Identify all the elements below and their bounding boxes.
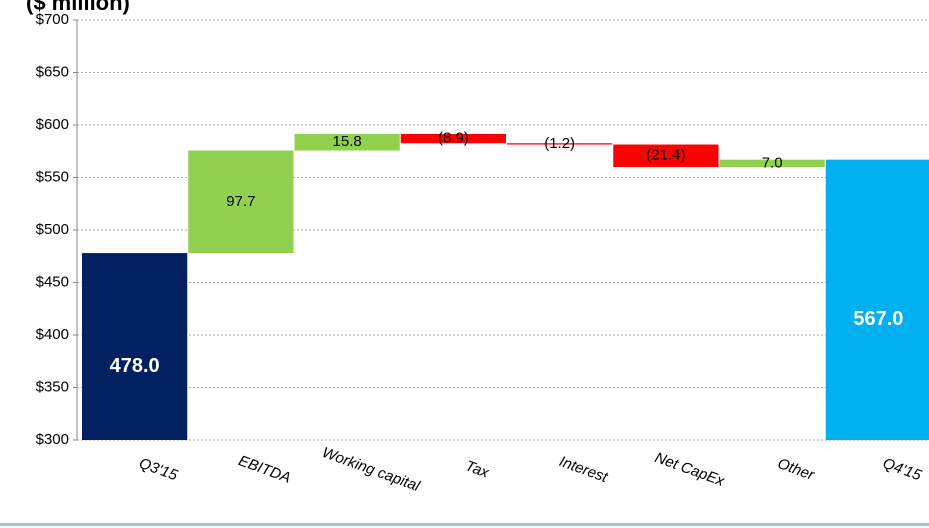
- x-tick-label: Tax: [463, 457, 491, 481]
- bar: [507, 143, 613, 145]
- y-tick-label: $300: [36, 431, 69, 448]
- y-tick-label: $650: [36, 63, 69, 80]
- y-tick-label: $550: [36, 168, 69, 185]
- y-tick-label: $400: [36, 326, 69, 343]
- x-tick-label: Net CapEx: [653, 449, 727, 490]
- value-label: (21.4): [646, 147, 685, 164]
- value-label: 15.8: [333, 133, 362, 150]
- y-tick-label: $600: [36, 116, 69, 133]
- x-tick-label: EBITDA: [236, 452, 293, 487]
- value-label: 567.0: [853, 308, 903, 330]
- bar: [82, 253, 188, 440]
- value-label: (1.2): [544, 135, 575, 152]
- value-label: (8.9): [438, 130, 469, 147]
- bottom-rule: [0, 523, 929, 526]
- x-tick-label: Other: [775, 455, 817, 484]
- y-tick-label: $450: [36, 273, 69, 290]
- chart-title: ($ million): [26, 0, 130, 15]
- value-label: 7.0: [762, 154, 783, 171]
- bar: [400, 133, 506, 144]
- y-tick-label: $350: [36, 378, 69, 395]
- y-tick-label: $500: [36, 221, 69, 238]
- x-tick-label: Interest: [557, 453, 611, 486]
- y-tick-label: $700: [36, 11, 69, 28]
- x-tick-label: Q3'15: [137, 455, 181, 485]
- bar: [719, 159, 825, 167]
- value-label: 478.0: [110, 355, 160, 377]
- bar: [825, 159, 929, 440]
- x-tick-label: Q4'15: [881, 455, 925, 485]
- bar: [188, 150, 294, 254]
- bar: [613, 144, 719, 167]
- x-tick-label: Working capital: [320, 444, 423, 495]
- bar: [294, 133, 400, 151]
- value-label: 97.7: [226, 193, 255, 210]
